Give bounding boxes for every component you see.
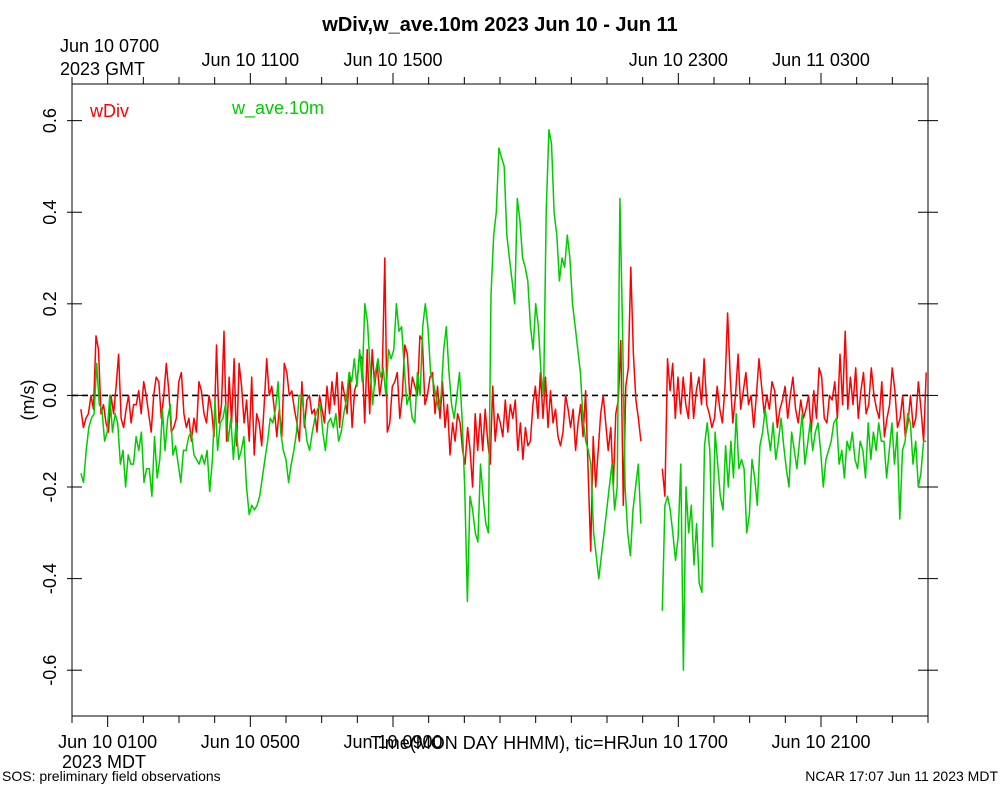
x-tick-label-bottom: Jun 10 1700 xyxy=(629,732,728,752)
top-axis-timezone: 2023 GMT xyxy=(60,59,146,79)
series-line-wdiv xyxy=(80,257,642,552)
y-tick-label: 0.2 xyxy=(40,291,60,316)
y-tick-label: -0.6 xyxy=(40,655,60,686)
x-axis-title: Time(MON DAY HHMM), tic=HR xyxy=(370,733,630,753)
y-tick-label: 0.4 xyxy=(40,200,60,225)
footer-source: SOS: preliminary field observations xyxy=(2,768,221,784)
series-line-w-ave-10m xyxy=(80,129,642,603)
y-axis-title: (m/s) xyxy=(18,380,38,421)
x-tick-label-bottom: Jun 10 0900 xyxy=(343,732,442,752)
x-tick-label-bottom: Jun 10 2100 xyxy=(771,732,870,752)
x-tick-label-top: Jun 11 0300 xyxy=(772,50,870,70)
x-tick-label-top: Jun 10 2300 xyxy=(629,50,728,70)
x-tick-label-bottom: Jun 10 0100 xyxy=(58,732,157,752)
x-tick-label-top: Jun 10 1100 xyxy=(201,50,299,70)
footer-timestamp: NCAR 17:07 Jun 11 2023 MDT xyxy=(805,768,998,784)
y-tick-label: 0.0 xyxy=(40,383,60,408)
y-tick-label: 0.6 xyxy=(40,108,60,133)
y-tick-label: -0.4 xyxy=(40,563,60,594)
series-line-w-ave-10m xyxy=(661,408,927,671)
x-tick-label-top: Jun 10 1500 xyxy=(343,50,442,70)
y-tick-label: -0.2 xyxy=(40,471,60,502)
top-axis-first-label: Jun 10 0700 xyxy=(60,36,160,56)
legend-wdiv: wDiv xyxy=(89,101,129,121)
legend-w-ave: w_ave.10m xyxy=(231,98,324,119)
chart-title: wDiv,w_ave.10m 2023 Jun 10 - Jun 11 xyxy=(322,14,678,36)
series-line-wdiv xyxy=(661,312,927,497)
bottom-axis-timezone: 2023 MDT xyxy=(62,752,147,772)
plot-frame xyxy=(71,83,929,717)
x-tick-label-bottom: Jun 10 0500 xyxy=(201,732,300,752)
